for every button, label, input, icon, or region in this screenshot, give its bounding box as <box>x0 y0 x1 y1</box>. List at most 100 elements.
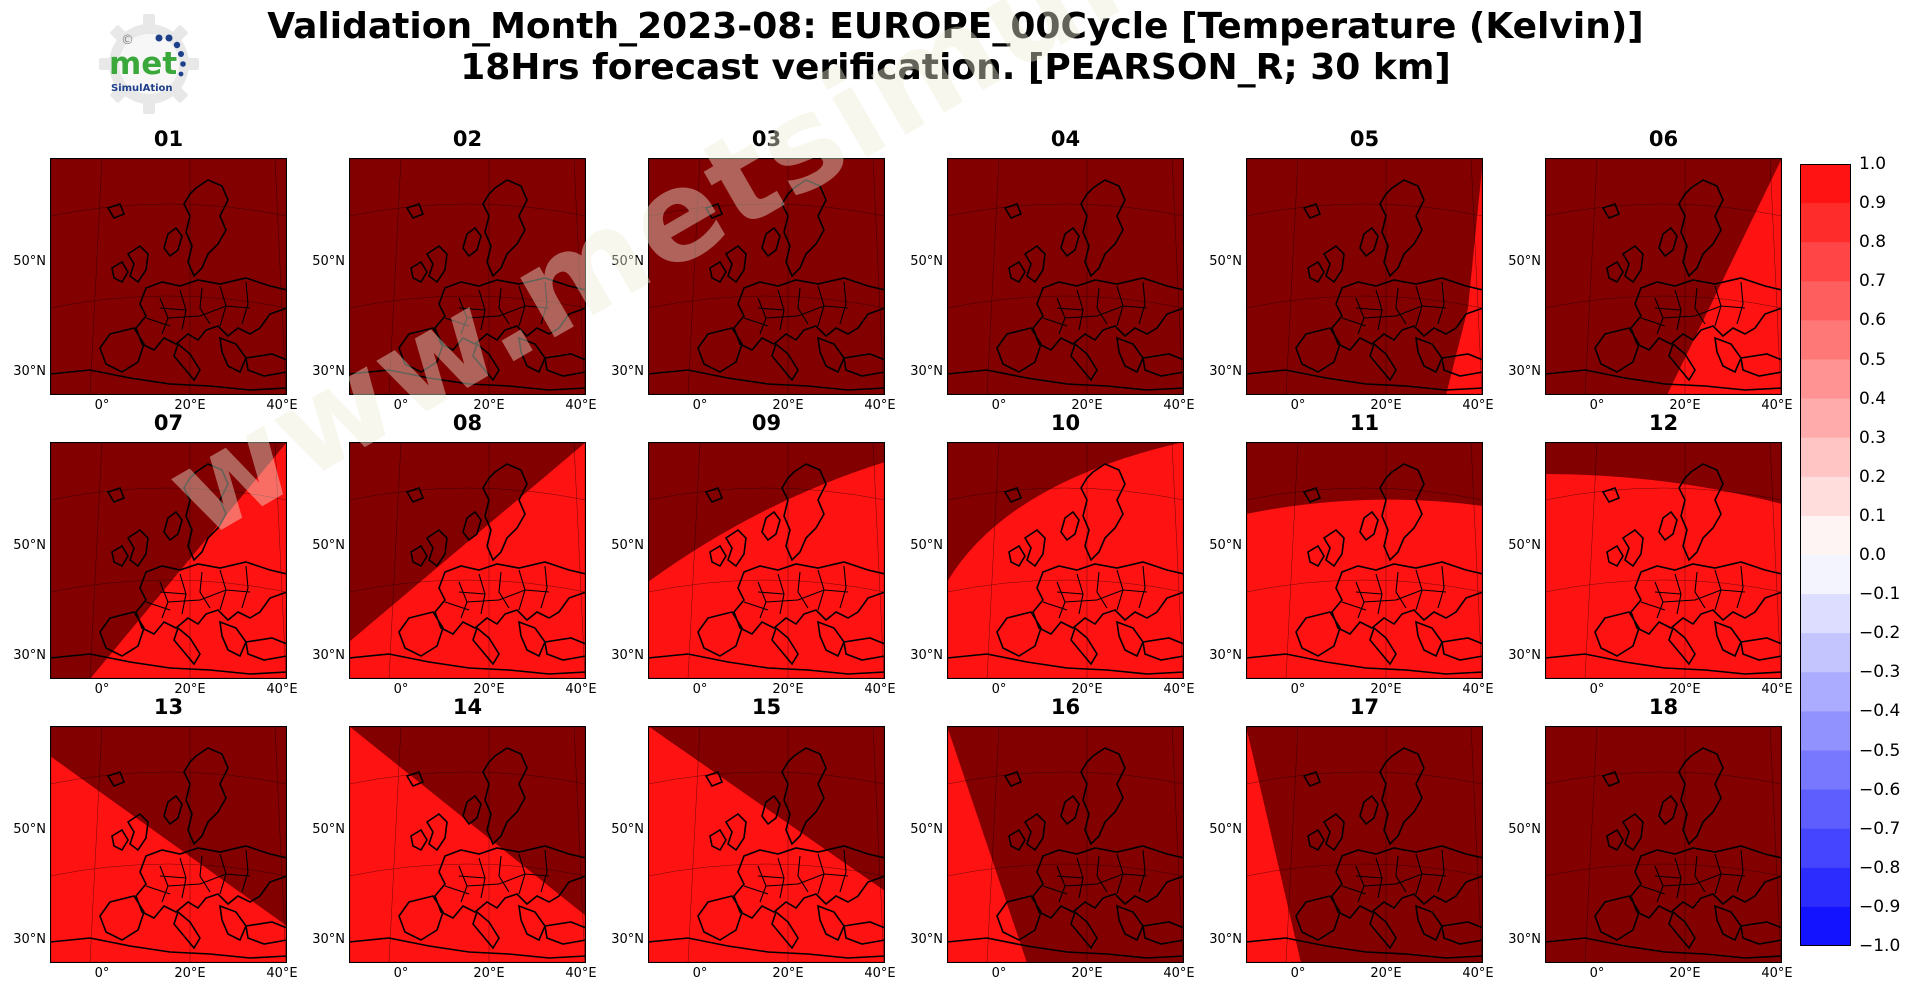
graticule <box>1246 726 1483 963</box>
panel-title: 13 <box>153 695 184 719</box>
panel-title: 12 <box>1648 411 1679 435</box>
coastlines <box>648 179 885 395</box>
longitude-label: 0° <box>991 398 1007 413</box>
colorbar-bin <box>1800 476 1851 517</box>
colorbar-tick-label: −0.6 <box>1859 779 1901 800</box>
longitude-label: 40°E <box>1761 682 1793 697</box>
longitude-label: 20°E <box>772 966 804 981</box>
colorbar-tick-label: −0.3 <box>1859 662 1901 683</box>
correlation-map <box>50 158 287 395</box>
latitude-label: 50°N <box>1508 254 1541 269</box>
low-region <box>50 158 287 395</box>
colorbar-bin <box>1800 867 1851 908</box>
longitude-label: 0° <box>94 966 110 981</box>
panel-title: 04 <box>1050 127 1081 151</box>
panel-title: 15 <box>751 695 782 719</box>
high-correlation-region <box>947 726 1027 963</box>
met-simulation-logo: © met SimulAtion <box>97 12 201 116</box>
longitude-label: 0° <box>991 966 1007 981</box>
longitude-label: 20°E <box>174 398 206 413</box>
longitude-label: 20°E <box>1071 966 1103 981</box>
longitude-label: 0° <box>692 682 708 697</box>
colorbar-tick-label: −1.0 <box>1859 936 1901 956</box>
longitude-label: 40°E <box>266 398 298 413</box>
map-frame <box>349 442 586 679</box>
title-line-2: 18Hrs forecast verification. [PEARSON_R;… <box>460 47 1451 88</box>
longitude-label: 20°E <box>1071 682 1103 697</box>
longitude-label: 0° <box>1589 682 1605 697</box>
map-frame <box>1246 158 1483 395</box>
coastlines <box>349 747 586 963</box>
colorbar-bin <box>1800 398 1851 439</box>
panel-title: 18 <box>1648 695 1679 719</box>
colorbar-tick-label: −0.7 <box>1859 818 1901 839</box>
longitude-label: 20°E <box>473 398 505 413</box>
high-correlation-region <box>1246 499 1483 679</box>
longitude-label: 0° <box>393 966 409 981</box>
coastlines <box>648 463 885 679</box>
graticule <box>1246 442 1483 679</box>
longitude-label: 40°E <box>864 398 896 413</box>
colorbar-tick-label: −0.8 <box>1859 857 1901 878</box>
map-frame <box>1545 726 1782 963</box>
colorbar-bin <box>1800 242 1851 282</box>
map-frame <box>349 158 586 395</box>
map-frame <box>947 442 1184 679</box>
colorbar-tick-label: 0.6 <box>1859 310 1887 331</box>
colorbar-tick-label: 0.9 <box>1859 193 1887 214</box>
longitude-label: 20°E <box>473 682 505 697</box>
longitude-label: 20°E <box>1669 682 1701 697</box>
correlation-map <box>1545 442 1782 679</box>
latitude-label: 50°N <box>910 254 943 269</box>
figure-title: Validation_Month_2023-08: EUROPE_00Cycle… <box>0 6 1911 88</box>
longitude-label: 0° <box>991 682 1007 697</box>
latitude-label: 50°N <box>13 822 46 837</box>
latitude-label: 50°N <box>312 254 345 269</box>
low-region <box>947 158 1184 395</box>
map-frame <box>648 726 885 963</box>
high-correlation-region <box>1446 158 1483 395</box>
colorbar-tick-label: 0.5 <box>1859 349 1887 370</box>
title-line-1: Validation_Month_2023-08: EUROPE_00Cycle… <box>267 6 1644 47</box>
longitude-label: 20°E <box>1669 966 1701 981</box>
longitude-label: 40°E <box>565 398 597 413</box>
colorbar-bin <box>1800 594 1851 634</box>
longitude-label: 20°E <box>772 682 804 697</box>
latitude-label: 50°N <box>611 538 644 553</box>
longitude-label: 40°E <box>565 682 597 697</box>
coastlines <box>50 747 287 963</box>
correlation-map <box>1246 442 1483 679</box>
low-region <box>1545 726 1782 963</box>
graticule <box>1246 158 1483 395</box>
coastlines <box>947 747 1184 963</box>
coastlines <box>1545 463 1782 679</box>
longitude-label: 0° <box>393 682 409 697</box>
correlation-map <box>648 158 885 395</box>
colorbar-bin <box>1800 672 1851 712</box>
correlation-map <box>947 158 1184 395</box>
map-frame <box>947 726 1184 963</box>
colorbar-bin <box>1800 906 1851 946</box>
colorbar-bin <box>1800 750 1851 791</box>
longitude-label: 0° <box>1589 398 1605 413</box>
svg-text:SimulAtion: SimulAtion <box>111 83 173 94</box>
latitude-label: 50°N <box>910 822 943 837</box>
longitude-label: 0° <box>1290 398 1306 413</box>
longitude-label: 20°E <box>1370 398 1402 413</box>
coastlines <box>1545 179 1782 395</box>
longitude-label: 0° <box>1589 966 1605 981</box>
graticule <box>648 726 885 963</box>
latitude-label: 50°N <box>1209 822 1242 837</box>
longitude-label: 0° <box>692 398 708 413</box>
longitude-label: 40°E <box>1163 398 1195 413</box>
graticule <box>1545 158 1782 395</box>
latitude-label: 30°N <box>611 648 644 663</box>
latitude-label: 50°N <box>910 538 943 553</box>
svg-text:met: met <box>109 46 177 82</box>
longitude-label: 20°E <box>473 966 505 981</box>
colorbar-bin <box>1800 164 1851 204</box>
coastlines <box>947 179 1184 395</box>
colorbar-tick-label: 0.3 <box>1859 427 1887 448</box>
latitude-label: 30°N <box>910 648 943 663</box>
correlation-map <box>648 442 885 679</box>
